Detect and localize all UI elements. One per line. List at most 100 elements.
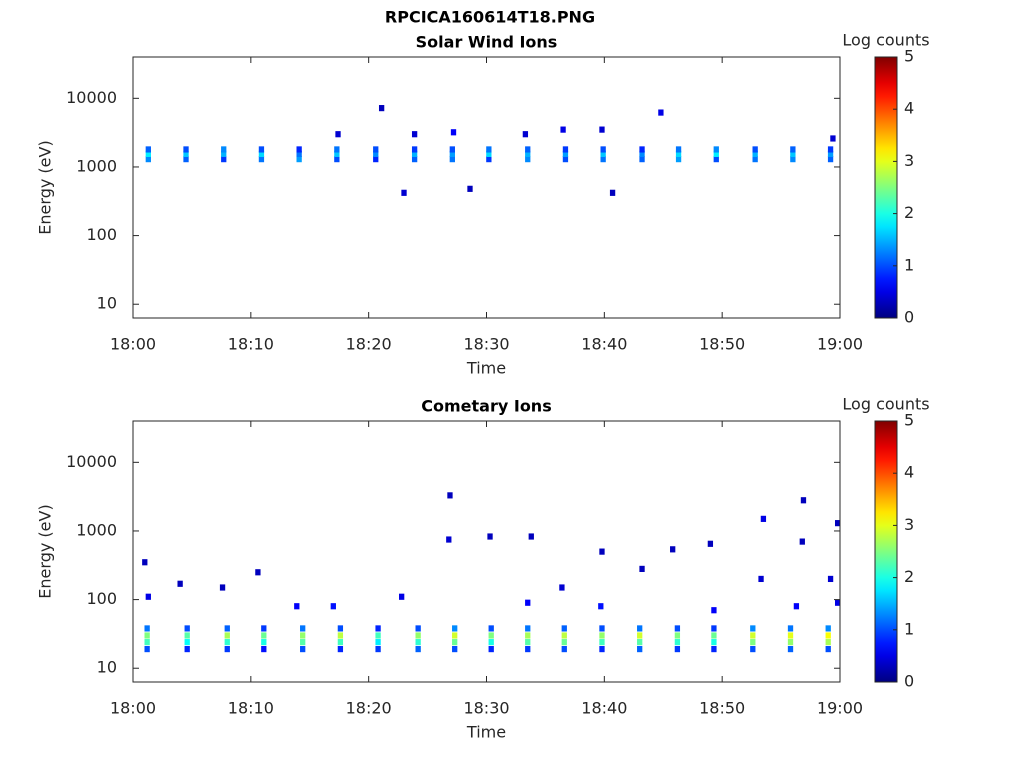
cell — [758, 575, 764, 583]
cell — [750, 646, 756, 653]
x-tick-label: 18:20 — [346, 699, 392, 718]
cell — [790, 150, 796, 157]
cell — [600, 146, 606, 153]
cell — [752, 146, 758, 153]
colorbar-tick-label: 4 — [904, 99, 914, 118]
cell — [793, 603, 800, 610]
cell — [674, 639, 681, 646]
cell — [486, 150, 492, 157]
cell — [450, 129, 457, 136]
cell — [334, 146, 340, 153]
colorbar-tick-label: 5 — [904, 47, 914, 66]
cell — [609, 189, 616, 196]
cell — [255, 569, 261, 576]
x-axis-label: Time — [466, 359, 506, 378]
cell — [300, 646, 306, 653]
cell — [488, 639, 494, 646]
cell — [560, 126, 566, 133]
cell — [658, 109, 664, 116]
cell — [452, 646, 458, 653]
cell — [599, 625, 605, 632]
cell — [183, 156, 189, 163]
colorbar-tick-label: 5 — [904, 411, 914, 430]
x-tick-label: 18:20 — [346, 335, 392, 354]
cell — [675, 150, 682, 157]
cell — [452, 639, 458, 646]
y-tick-label: 10 — [97, 294, 117, 313]
cell — [707, 540, 714, 547]
x-tick-label: 18:50 — [699, 699, 745, 718]
cell — [525, 639, 531, 646]
cell — [637, 639, 643, 646]
cell — [415, 646, 421, 653]
colorbar-label: Log counts — [842, 395, 929, 414]
cell — [486, 146, 492, 153]
cell — [184, 625, 190, 632]
cell — [790, 156, 796, 163]
panel-title: Solar Wind Ions — [416, 33, 558, 52]
cell — [670, 546, 676, 553]
cell — [446, 536, 452, 543]
cell — [219, 584, 226, 591]
cell — [375, 632, 381, 639]
cell — [599, 632, 605, 639]
cell — [177, 580, 183, 587]
cell — [415, 625, 421, 632]
colorbar — [874, 420, 898, 683]
cell — [599, 646, 605, 653]
cell — [711, 632, 717, 639]
cell — [296, 150, 302, 157]
cell — [467, 185, 473, 192]
cell — [261, 632, 267, 639]
cell — [411, 150, 418, 157]
y-tick-label: 10 — [97, 658, 117, 677]
cell — [827, 150, 834, 157]
cell — [224, 632, 230, 639]
cell — [488, 646, 494, 653]
cell — [674, 646, 681, 653]
cell — [145, 156, 151, 163]
cell — [452, 625, 458, 632]
cell — [488, 632, 494, 639]
cell — [675, 146, 682, 153]
cell — [300, 625, 306, 632]
cell — [415, 639, 421, 646]
cell — [184, 632, 190, 639]
x-tick-label: 18:40 — [581, 699, 627, 718]
cell — [562, 156, 569, 163]
y-tick-label: 10000 — [66, 452, 117, 471]
cell — [337, 625, 344, 632]
cell — [525, 156, 531, 163]
x-tick-label: 18:40 — [581, 335, 627, 354]
cell — [221, 146, 227, 153]
cell — [825, 639, 831, 646]
cell — [752, 156, 758, 163]
cell — [224, 625, 230, 632]
cell — [488, 625, 494, 632]
cell — [825, 625, 831, 632]
cell — [787, 646, 794, 653]
cell — [411, 146, 418, 153]
cell — [522, 131, 529, 138]
colorbar-tick-label: 2 — [904, 567, 914, 586]
cell — [375, 646, 381, 653]
cell — [221, 150, 227, 157]
cell — [713, 156, 719, 163]
cell — [760, 515, 767, 522]
cell — [637, 632, 643, 639]
cell — [639, 565, 645, 572]
x-tick-label: 18:30 — [463, 699, 509, 718]
cell — [399, 593, 405, 600]
colorbar — [874, 56, 898, 319]
x-axis-label: Time — [466, 723, 506, 742]
cell — [261, 625, 267, 632]
cell — [830, 135, 836, 142]
cell — [487, 533, 493, 540]
cell — [415, 632, 421, 639]
cell — [799, 538, 805, 545]
colorbar-tick-label: 2 — [904, 203, 914, 222]
cell — [752, 150, 758, 157]
panel-title: Cometary Ions — [421, 397, 551, 416]
cell — [221, 156, 227, 163]
cell — [637, 625, 643, 632]
